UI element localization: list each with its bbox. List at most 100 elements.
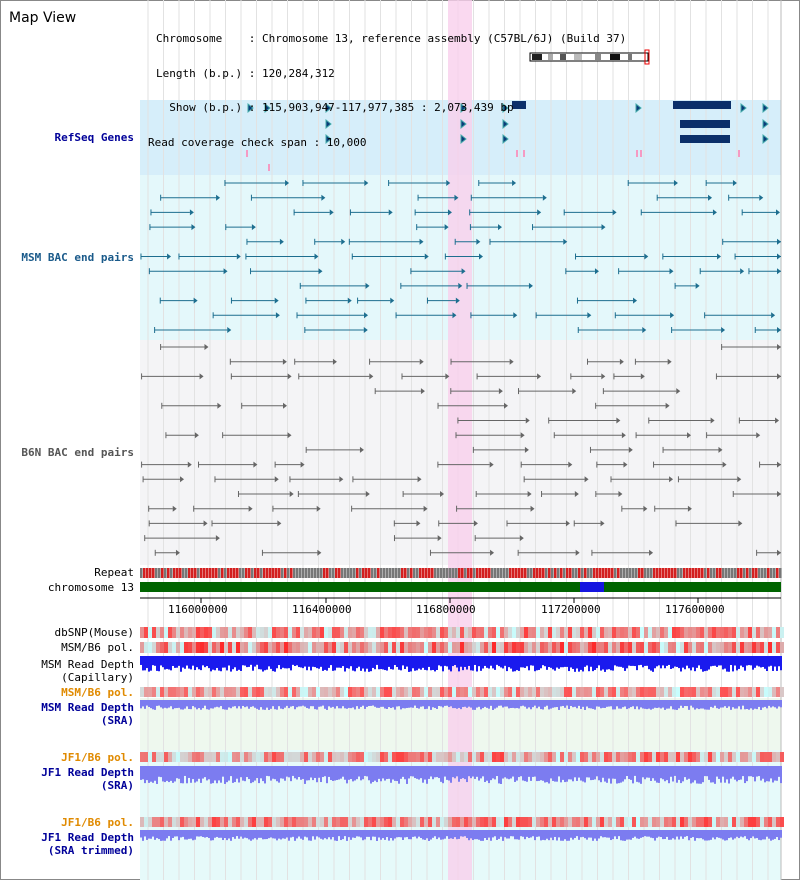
depth-bar [288,700,290,709]
depth-bar [194,766,196,783]
pol-cell [344,687,348,697]
depth-bar [284,830,286,839]
pol-cell [316,817,320,827]
depth-bar [680,766,682,784]
depth-bar [410,656,412,672]
pol-cell [576,642,580,653]
depth-bar [202,766,204,779]
track-label-b6n-bac[interactable]: B6N BAC end pairs [21,446,134,459]
depth-bar [614,700,616,710]
pol-cell [484,642,488,653]
repeat-bar [224,568,227,578]
depth-bar [154,766,156,781]
repeat-bar [524,568,527,578]
depth-bar [290,656,292,671]
depth-bar [426,656,428,671]
depth-bar [540,700,542,710]
pol-cell [284,752,288,762]
repeat-bar [398,568,401,578]
depth-bar [772,830,774,840]
ideogram-band [532,54,542,60]
depth-bar [444,766,446,777]
repeat-bar [425,568,428,578]
pol-cell [356,752,360,762]
depth-bar [538,656,540,670]
msm-bac-arrow [364,180,369,186]
depth-bar [752,700,754,710]
depth-bar [536,830,538,837]
dbsnp-cell [656,627,660,638]
pol-cell [764,687,768,697]
track-label-msm-bac[interactable]: MSM BAC end pairs [21,251,134,264]
pol-cell [348,817,352,827]
pol-cell [640,687,644,697]
depth-bar [338,830,340,837]
depth-bar [582,656,584,672]
depth-bar [730,700,732,710]
depth-bar [750,830,752,839]
dbsnp-cell [404,627,408,638]
depth-bar [780,656,782,671]
msm-bac-arrow [777,238,781,245]
depth-bar [492,700,494,710]
repeat-bar [440,568,443,578]
pol-cell [516,752,520,762]
pol-cell [356,687,360,697]
gene-exon [680,120,730,128]
depth-bar [148,656,150,672]
depth-bar [510,700,512,709]
depth-bar [154,700,156,710]
depth-bar [624,766,626,780]
depth-bar [566,656,568,667]
pol-cell [368,642,372,653]
dbsnp-cell [164,627,168,638]
pol-cell [608,642,612,653]
depth-bar [526,700,528,709]
depth-bar [264,700,266,710]
depth-bar [532,766,534,777]
msm-bac-arrow [777,268,781,275]
depth-bar [670,700,672,707]
dbsnp-cell [148,627,152,638]
depth-bar [524,830,526,840]
depth-bar [632,830,634,838]
msm-bac-arrow [670,312,675,319]
depth-bar [610,766,612,784]
b6n-bac-arrow [317,549,322,556]
depth-bar [220,830,222,838]
track-label-refseq[interactable]: RefSeq Genes [54,131,134,144]
depth-bar [580,656,582,670]
depth-bar [606,700,608,707]
depth-bar [256,766,258,779]
depth-bar [608,830,610,838]
repeat-bar [494,568,497,578]
b6n-bac-arrow [520,432,525,439]
repeat-bar [338,568,341,578]
depth-bar [376,830,378,841]
pol-cell [296,752,300,762]
depth-bar [676,700,678,710]
depth-bar [710,766,712,783]
dbsnp-cell [456,627,460,638]
pol-cell [412,642,416,653]
depth-bar [720,700,722,708]
pol-cell [196,752,200,762]
pol-cell [568,687,572,697]
depth-bar [212,700,214,709]
depth-bar [628,830,630,840]
dbsnp-cell [372,627,376,638]
depth-bar [516,700,518,709]
track-label-jf1-depth: JF1 Read Depth [41,766,134,779]
depth-bar [226,656,228,671]
depth-bar [736,830,738,837]
depth-bar [588,830,590,838]
pol-cell [232,642,236,653]
depth-bar [242,700,244,706]
pol-cell [332,687,336,697]
pol-cell [636,752,640,762]
axis-tick-label: 116000000 [168,603,228,616]
depth-bar [522,766,524,781]
pol-cell [580,752,584,762]
repeat-bar [200,568,203,578]
